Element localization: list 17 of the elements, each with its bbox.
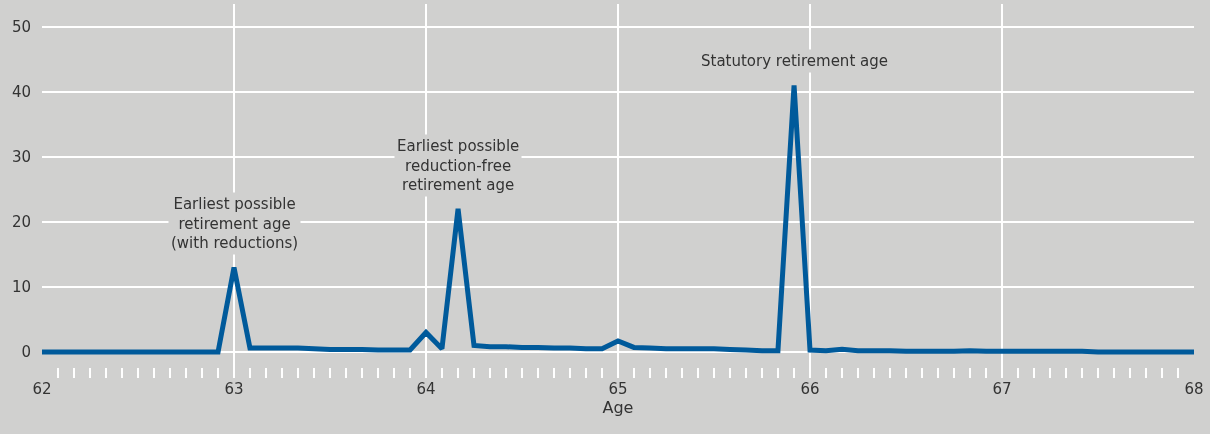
- x-tick-label: 63: [224, 380, 244, 398]
- y-tick-label: 20: [11, 213, 31, 232]
- x-tick-label: 66: [800, 380, 820, 398]
- x-tick-label: 62: [32, 380, 52, 398]
- annotation: Earliest possible reduction-free retirement age: [397, 137, 520, 194]
- x-tick-label: 65: [608, 380, 628, 398]
- annotation: Earliest possible retirement age (with reductions): [171, 195, 299, 252]
- x-tick-label: 67: [992, 380, 1012, 398]
- annotation: Statutory retirement age: [701, 52, 888, 70]
- x-tick-label: 64: [416, 380, 436, 398]
- x-axis-title: Age: [602, 398, 634, 417]
- y-tick-label: 10: [11, 278, 31, 297]
- y-tick-label: 50: [11, 18, 31, 37]
- x-tick-label: 68: [1184, 380, 1204, 398]
- y-tick-label: 40: [11, 83, 31, 102]
- y-tick-label: 30: [11, 148, 31, 167]
- y-tick-label: 0: [21, 343, 31, 362]
